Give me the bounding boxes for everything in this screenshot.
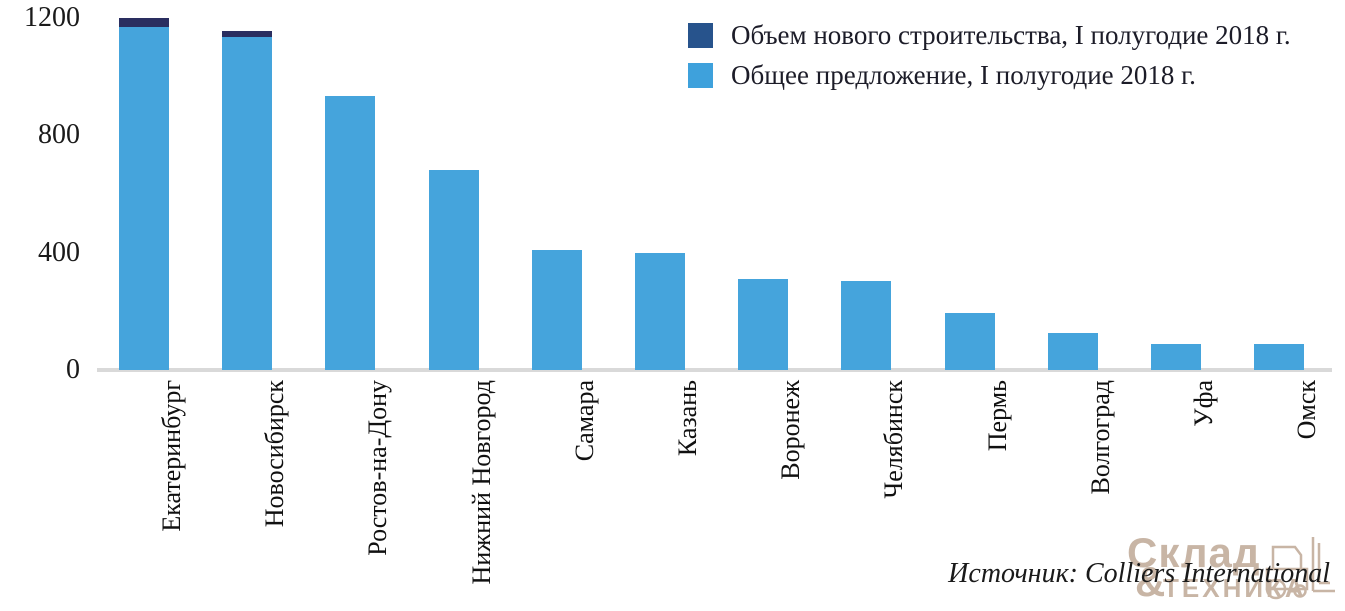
x-axis-line — [97, 368, 1332, 372]
bar-new-construction-Екатеринбург — [119, 17, 169, 27]
bar-total-supply-Пермь — [944, 312, 995, 370]
bar-new-construction-Новосибирск — [222, 31, 273, 37]
legend-item-new-construction: Объем нового строительства, I полугодие … — [688, 20, 1291, 50]
legend-swatch-total-supply-icon — [688, 62, 713, 88]
source-attribution: Источник: Colliers International — [948, 558, 1330, 589]
y-tick-label-0: 0 — [66, 354, 80, 385]
category-label-Ростов-на-Дону: Ростов-на-Дону — [363, 380, 393, 556]
bar-total-supply-Казань — [635, 252, 685, 370]
category-label-Казань: Казань — [673, 380, 702, 457]
legend-label-total-supply: Общее предложение, I полугодие 2018 г. — [731, 59, 1196, 90]
bar-total-supply-Челябинск — [841, 280, 892, 370]
y-tick-label-800: 800 — [38, 119, 80, 151]
bar-total-supply-Омск — [1254, 343, 1305, 370]
category-label-Самара: Самара — [569, 380, 599, 462]
watermark-word1: Склад — [1127, 529, 1261, 576]
legend: Объем нового строительства, I полугодие … — [688, 20, 1291, 90]
bar-total-supply-Новосибирск — [222, 36, 273, 370]
category-label-Челябинск: Челябинск — [879, 380, 909, 499]
category-label-Екатеринбург: Екатеринбург — [157, 380, 186, 532]
bar-total-supply-Екатеринбург — [119, 26, 169, 370]
category-label-Нижний Новгород: Нижний Новгород — [466, 380, 496, 585]
category-label-Новосибирск: Новосибирск — [260, 380, 290, 528]
sklad-tehnika-watermark: Склад & ТЕХНИКА — [1125, 531, 1340, 609]
bar-total-supply-Волгоград — [1047, 333, 1098, 370]
legend-swatch-new-construction-icon — [688, 22, 713, 48]
bar-total-supply-Самара — [531, 249, 582, 370]
watermark-ampersand: & — [1135, 558, 1166, 605]
forklift-icon — [1265, 537, 1335, 600]
category-label-Воронеж: Воронеж — [776, 380, 806, 480]
legend-label-new-construction: Объем нового строительства, I полугодие … — [731, 19, 1291, 50]
y-tick-label-1200: 1200 — [24, 1, 80, 33]
y-tick-label-400: 400 — [38, 236, 80, 268]
bar-total-supply-Ростов-на-Дону — [325, 95, 376, 370]
bar-total-supply-Нижний Новгород — [428, 170, 479, 370]
bar-total-supply-Воронеж — [738, 279, 789, 370]
legend-item-total-supply: Общее предложение, I полугодие 2018 г. — [688, 60, 1291, 90]
bar-total-supply-Уфа — [1151, 343, 1201, 370]
